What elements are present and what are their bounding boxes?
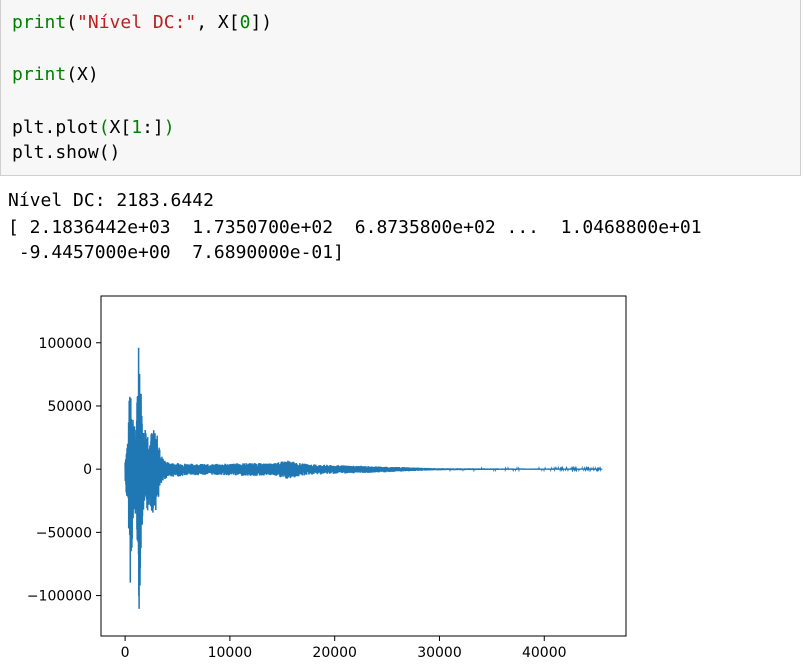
code-token: print [12, 12, 67, 33]
code-token: "Nível DC:" [77, 12, 197, 33]
code-token: 1 [131, 117, 143, 138]
code-line-show: plt.show() [12, 142, 120, 164]
code-token: :] [142, 117, 164, 138]
plot-figure: 0 10000 20000 30000 40000 100000 50000 0 −50000… [27, 295, 627, 661]
y-axis: 100000 50000 0 −50000 −100000 [27, 336, 101, 605]
code-token: plt.plot [12, 117, 99, 138]
x-axis: 0 10000 20000 30000 40000 [121, 636, 567, 661]
y-tick-label: −50000 [36, 525, 92, 541]
code-line-print-dc: print("Nível DC:", X[0]) [12, 12, 272, 34]
code-token: (X) [66, 64, 99, 85]
y-tick-label: 0 [83, 462, 92, 478]
x-tick-label: 30000 [417, 645, 462, 661]
y-tick-label: 50000 [47, 399, 92, 415]
output-dc-level: Nível DC: 2183.6442 [8, 190, 214, 211]
x-tick-label: 10000 [208, 645, 253, 661]
signal-series-line [124, 347, 603, 609]
code-token: print [12, 64, 67, 85]
x-tick-label: 40000 [522, 645, 567, 661]
code-token: , X[ [196, 12, 240, 33]
y-tick-label: −100000 [27, 589, 92, 605]
output-array-line-1: [ 2.1836442e+03 1.7350700e+02 6.8735800e… [8, 217, 702, 238]
code-cell-input[interactable]: print("Nível DC:", X[0]) print(X) plt.pl… [0, 0, 801, 176]
x-tick-label: 0 [121, 645, 130, 661]
code-token: ( [98, 117, 110, 138]
series-layer [124, 347, 603, 609]
axes-frame [100, 295, 627, 637]
y-tick-label: 100000 [39, 336, 92, 352]
code-line-print-x: print(X) [12, 64, 99, 86]
code-token: plt.show() [12, 142, 121, 163]
code-token: ( [66, 12, 78, 33]
code-token: X[ [109, 117, 132, 138]
x-tick-label: 20000 [312, 645, 357, 661]
code-token: 0 [239, 12, 251, 33]
output-array-line-2: -9.4457000e+00 7.6890000e-01] [8, 242, 344, 263]
code-token: ) [163, 117, 175, 138]
code-line-plot: plt.plot(X[1:]) [12, 117, 175, 139]
code-token: ]) [250, 12, 273, 33]
